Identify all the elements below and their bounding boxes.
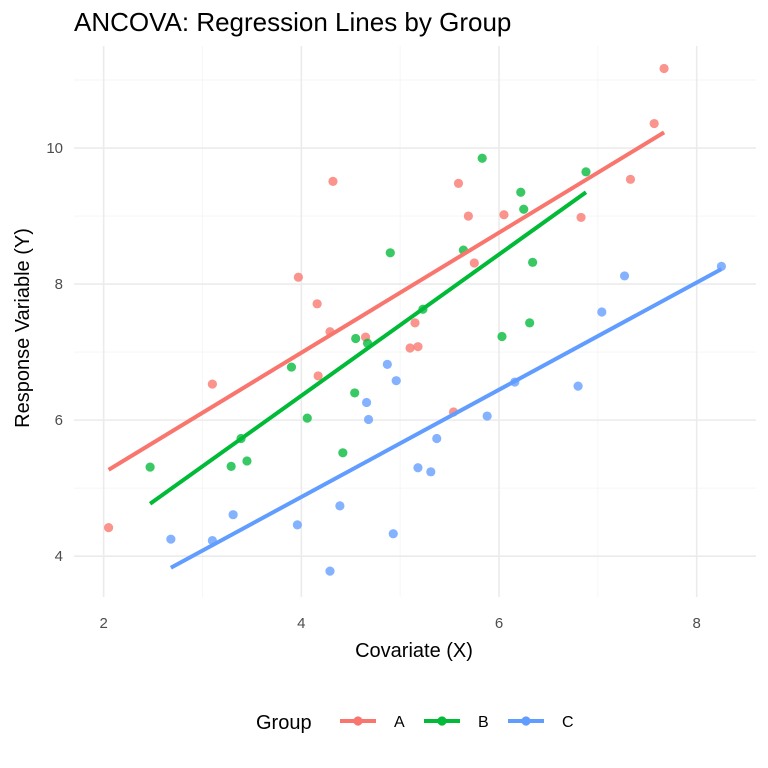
point-group-a [625,174,636,184]
point-group-a [453,178,464,189]
point-group-b [477,153,487,163]
point-group-c [413,463,423,473]
point-group-b [525,318,535,328]
point-group-b [226,461,236,471]
legend-key-point [521,716,531,726]
point-group-c [619,271,630,281]
legend-key-point [437,716,447,726]
point-group-a [469,258,479,268]
point-group-c [391,376,401,386]
y-tick-label: 8 [55,276,63,293]
point-group-c [482,411,492,421]
point-group-a [328,176,338,186]
point-group-a [463,211,473,221]
point-group-c [228,510,238,520]
legend-label-b: B [478,714,489,731]
point-group-b [338,448,348,458]
point-group-c [335,501,345,511]
point-group-a [576,212,586,223]
point-group-c [382,359,392,369]
point-group-c [292,520,302,530]
x-tick-label: 6 [495,615,503,632]
point-group-a [499,210,509,220]
legend-label-c: C [562,714,574,731]
legend-label-a: A [394,714,405,731]
point-group-a [659,63,669,74]
point-group-c [363,414,374,425]
data-points [103,63,727,576]
legend-key-a [340,716,376,726]
point-group-b [497,331,507,342]
point-group-b [385,248,395,258]
point-group-a [293,272,303,282]
point-group-c [426,467,436,477]
x-tick-label: 8 [693,615,701,632]
point-group-a [313,371,323,381]
y-tick-label: 10 [46,140,63,157]
point-group-a [103,523,114,533]
point-group-c [361,397,372,408]
y-axis-title: Response Variable (Y) [12,228,34,428]
regression-line-b [148,190,588,506]
axis-ticks: 2 4 6 8 4 6 8 10 [46,140,701,632]
legend-key-b [424,716,460,726]
point-group-b [350,388,360,398]
point-group-b [519,204,529,214]
point-group-b [145,462,155,472]
x-axis-title: Covariate (X) [355,640,473,662]
point-group-c [325,566,335,576]
x-tick-label: 2 [99,615,107,632]
legend: Group A B C [256,712,574,734]
point-group-a [207,379,217,389]
point-group-c [597,307,607,317]
point-group-b [528,257,538,267]
point-group-a [413,342,423,352]
legend-title: Group [256,712,312,734]
regression-line-c [169,267,723,570]
point-group-c [166,534,176,544]
regression-line-a [107,130,666,472]
legend-key-point [353,716,363,726]
point-group-a [312,299,322,309]
chart-title: ANCOVA: Regression Lines by Group [74,7,511,37]
point-group-b [351,333,361,344]
y-tick-label: 4 [55,548,63,565]
point-group-a [405,343,415,353]
point-group-a [649,118,659,129]
point-group-c [573,381,583,391]
point-group-b [286,362,297,372]
point-group-b [242,456,252,466]
regression-lines [107,130,723,570]
point-group-c [432,433,442,444]
x-tick-label: 4 [297,615,305,632]
y-tick-label: 6 [55,412,63,429]
legend-key-c [508,716,544,726]
point-group-b [302,413,312,423]
point-group-c [388,529,398,539]
point-group-b [581,167,591,177]
point-group-b [516,187,526,197]
point-group-a [410,318,420,328]
